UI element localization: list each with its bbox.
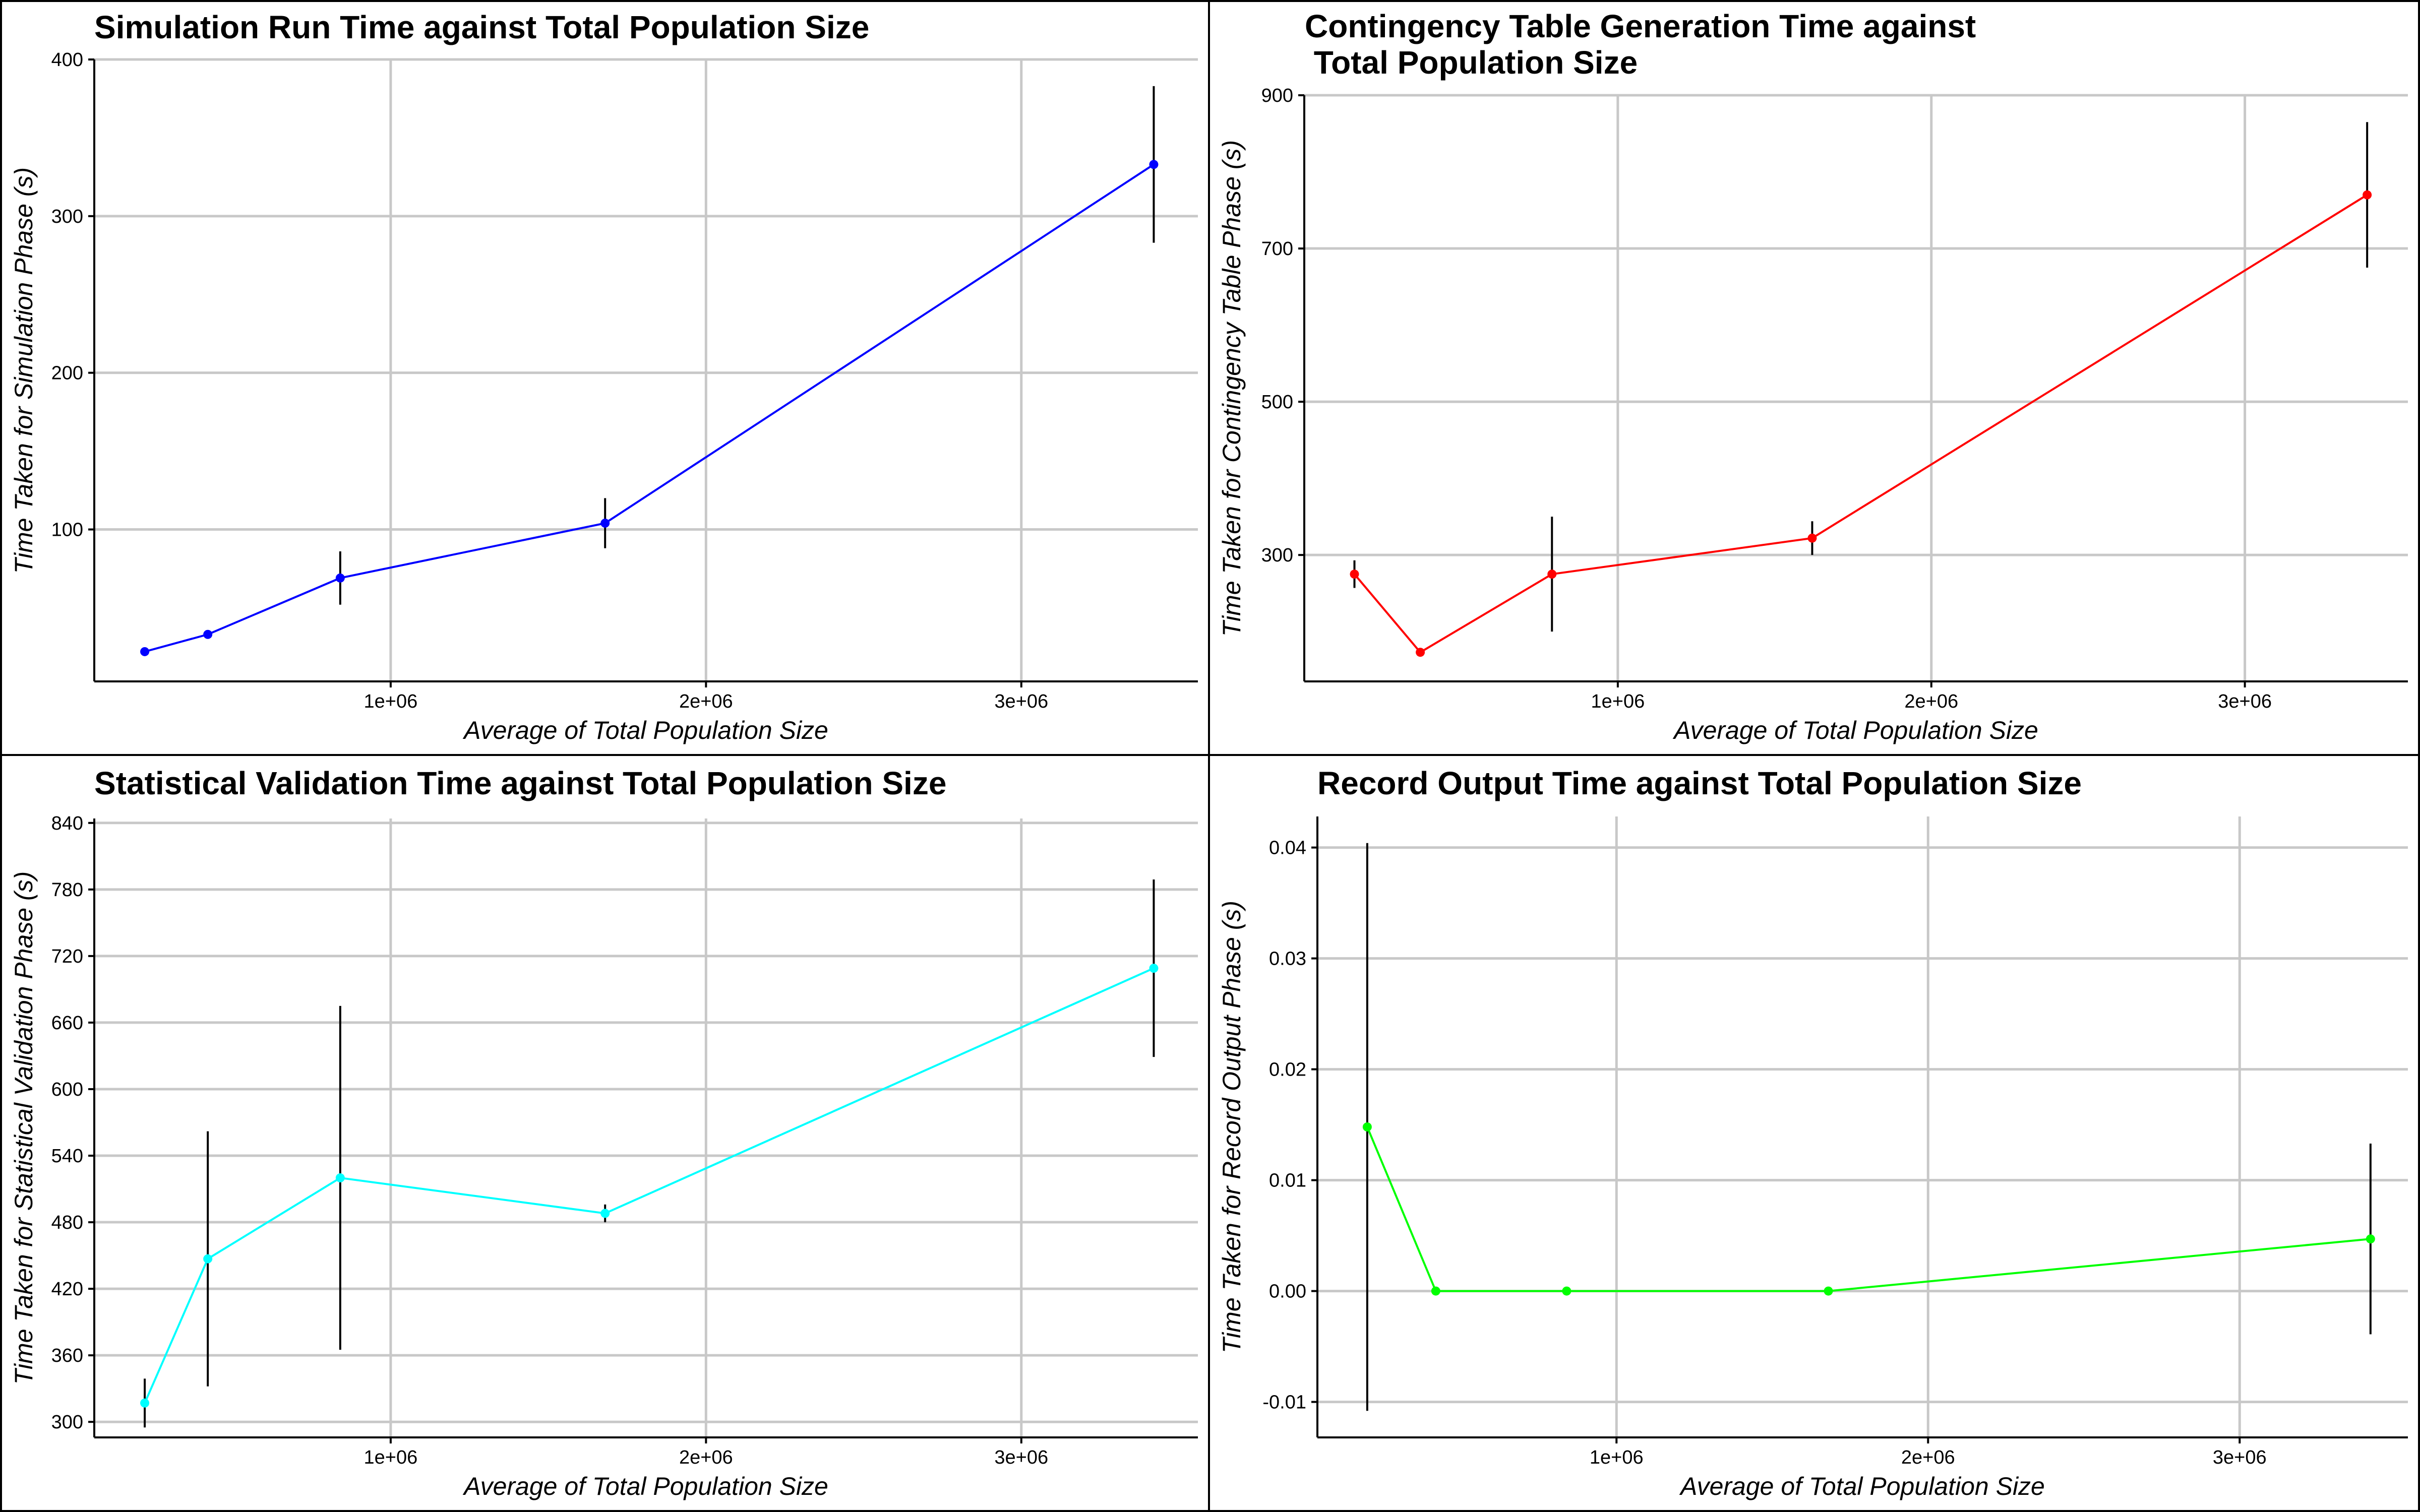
chart-title: Record Output Time against Total Populat… bbox=[1317, 765, 2082, 801]
gridlines bbox=[94, 818, 1198, 1437]
y-tick-label: 660 bbox=[51, 1013, 83, 1034]
gridlines bbox=[94, 59, 1198, 681]
x-tick-label: 3e+06 bbox=[994, 691, 1048, 712]
x-tick-label: 1e+06 bbox=[1591, 691, 1645, 712]
y-axis-label: Time Taken for Record Output Phase (s) bbox=[1218, 901, 1246, 1353]
y-tick-label: 400 bbox=[51, 49, 83, 71]
simulation-time-chart: 100 200 300 400 1e+06 2e+06 3e+06 Simulation Ru… bbox=[2, 2, 1208, 754]
y-tick-label: 0.01 bbox=[1269, 1170, 1306, 1191]
x-axis-label: Average of Total Population Size bbox=[462, 1472, 828, 1500]
y-axis-label: Time Taken for Contingency Table Phase (… bbox=[1218, 140, 1246, 637]
x-tick-label: 2e+06 bbox=[1904, 691, 1958, 712]
gridlines bbox=[1304, 95, 2408, 681]
x-tick-label: 1e+06 bbox=[1590, 1447, 1644, 1468]
y-tick-label: 900 bbox=[1261, 85, 1293, 106]
y-tick-label: 600 bbox=[51, 1079, 83, 1100]
data-point bbox=[1547, 570, 1556, 579]
x-axis-label: Average of Total Population Size bbox=[462, 716, 828, 744]
chart-panel-record-output: -0.01 0.00 0.01 0.02 0.03 0.04 1e+06 2e+06 3e+06… bbox=[1208, 754, 2420, 1512]
y-tick-label: 540 bbox=[51, 1146, 83, 1167]
x-tick-label: 1e+06 bbox=[364, 1447, 418, 1468]
contingency-time-chart: 300 500 700 900 1e+06 2e+06 3e+06 Contingency T… bbox=[1210, 2, 2418, 754]
y-tick-label: 300 bbox=[51, 1412, 83, 1433]
y-axis-label: Time Taken for Simulation Phase (s) bbox=[10, 167, 38, 574]
y-tick-label: 720 bbox=[51, 946, 83, 967]
data-point bbox=[1149, 160, 1158, 169]
data-point bbox=[1416, 648, 1425, 657]
chart-title: Contingency Table Generation Time agains… bbox=[1305, 8, 1976, 81]
x-tick-label: 1e+06 bbox=[364, 691, 418, 712]
y-tick-label: 0.04 bbox=[1269, 838, 1306, 859]
data-point bbox=[1363, 1122, 1372, 1131]
y-tick-label: 840 bbox=[51, 813, 83, 834]
y-tick-label: 300 bbox=[1261, 545, 1293, 566]
y-tick-label: 100 bbox=[51, 519, 83, 540]
y-tick-label: 360 bbox=[51, 1345, 83, 1366]
y-tick-label: 700 bbox=[1261, 238, 1293, 260]
y-tick-label: 200 bbox=[51, 363, 83, 384]
record-output-time-chart: -0.01 0.00 0.01 0.02 0.03 0.04 1e+06 2e+06 3e+06… bbox=[1210, 756, 2418, 1510]
x-axis-label: Average of Total Population Size bbox=[1672, 716, 2038, 744]
data-point bbox=[140, 1399, 149, 1408]
data-point bbox=[1350, 570, 1359, 579]
data-point bbox=[140, 647, 149, 656]
y-tick-label: 780 bbox=[51, 879, 83, 901]
x-tick-label: 3e+06 bbox=[2218, 691, 2272, 712]
series-line bbox=[145, 968, 1154, 1403]
chart-panel-validation: 300 360 420 480 540 600 660 720 780 840 1e+06 2e+06… bbox=[0, 754, 1210, 1512]
x-tick-label: 3e+06 bbox=[2213, 1447, 2267, 1468]
x-tick-label: 2e+06 bbox=[679, 1447, 733, 1468]
series-line bbox=[1367, 1127, 2371, 1291]
data-point bbox=[2366, 1234, 2375, 1243]
data-point bbox=[336, 1173, 345, 1182]
data-point bbox=[600, 1209, 610, 1218]
data-point bbox=[1824, 1287, 1833, 1296]
x-tick-label: 2e+06 bbox=[679, 691, 733, 712]
data-point bbox=[2363, 191, 2372, 200]
gridlines bbox=[1317, 816, 2408, 1437]
x-tick-label: 2e+06 bbox=[1901, 1447, 1955, 1468]
x-tick-label: 3e+06 bbox=[994, 1447, 1048, 1468]
data-point bbox=[1149, 964, 1158, 973]
y-tick-label: 480 bbox=[51, 1212, 83, 1233]
chart-title: Simulation Run Time against Total Popula… bbox=[94, 9, 869, 45]
y-tick-label: 300 bbox=[51, 206, 83, 227]
y-tick-label: 0.00 bbox=[1269, 1281, 1306, 1302]
y-tick-label: 0.02 bbox=[1269, 1059, 1306, 1081]
y-tick-label: 500 bbox=[1261, 392, 1293, 413]
data-point bbox=[1431, 1287, 1440, 1296]
y-tick-label: 420 bbox=[51, 1279, 83, 1300]
series-line bbox=[145, 164, 1154, 652]
series-line bbox=[1355, 195, 2368, 653]
x-axis-label: Average of Total Population Size bbox=[1679, 1472, 2045, 1500]
y-tick-label: -0.01 bbox=[1262, 1392, 1306, 1413]
chart-title: Statistical Validation Time against Tota… bbox=[94, 765, 946, 801]
y-axis-label: Time Taken for Statistical Validation Ph… bbox=[10, 871, 38, 1385]
data-point bbox=[203, 1254, 212, 1264]
data-point bbox=[203, 630, 212, 639]
validation-time-chart: 300 360 420 480 540 600 660 720 780 840 1e+06 2e+06… bbox=[2, 756, 1208, 1510]
data-point bbox=[336, 574, 345, 583]
chart-panel-simulation: 100 200 300 400 1e+06 2e+06 3e+06 Simulation Ru… bbox=[0, 0, 1210, 756]
chart-panel-contingency: 300 500 700 900 1e+06 2e+06 3e+06 Contingency T… bbox=[1208, 0, 2420, 756]
data-point bbox=[1562, 1287, 1571, 1296]
data-point bbox=[1807, 534, 1817, 543]
data-point bbox=[600, 519, 610, 528]
y-tick-label: 0.03 bbox=[1269, 949, 1306, 970]
